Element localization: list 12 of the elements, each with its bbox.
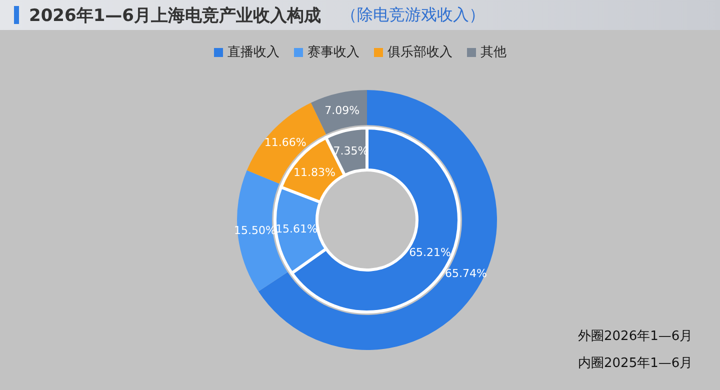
data-label: 7.09% [324, 104, 360, 117]
data-label: 11.66% [264, 136, 306, 150]
data-label: 65.21% [409, 246, 452, 260]
text: 内圈2025年1—6月 [578, 355, 693, 373]
legend-label: 赛事收入 [306, 44, 360, 61]
legend-label: 俱乐部收入 [386, 44, 452, 61]
chart-subtitle: （除电竞游戏收入） [340, 4, 485, 26]
text: 外圈2026年1—6月 [578, 328, 693, 346]
data-label: 11.83% [293, 166, 336, 179]
legend-label: 直播收入 [226, 44, 280, 61]
chart-title: 2026年1—6月上海电竞产业收入构成 [29, 4, 321, 26]
legend-label: 其他 [480, 44, 506, 61]
